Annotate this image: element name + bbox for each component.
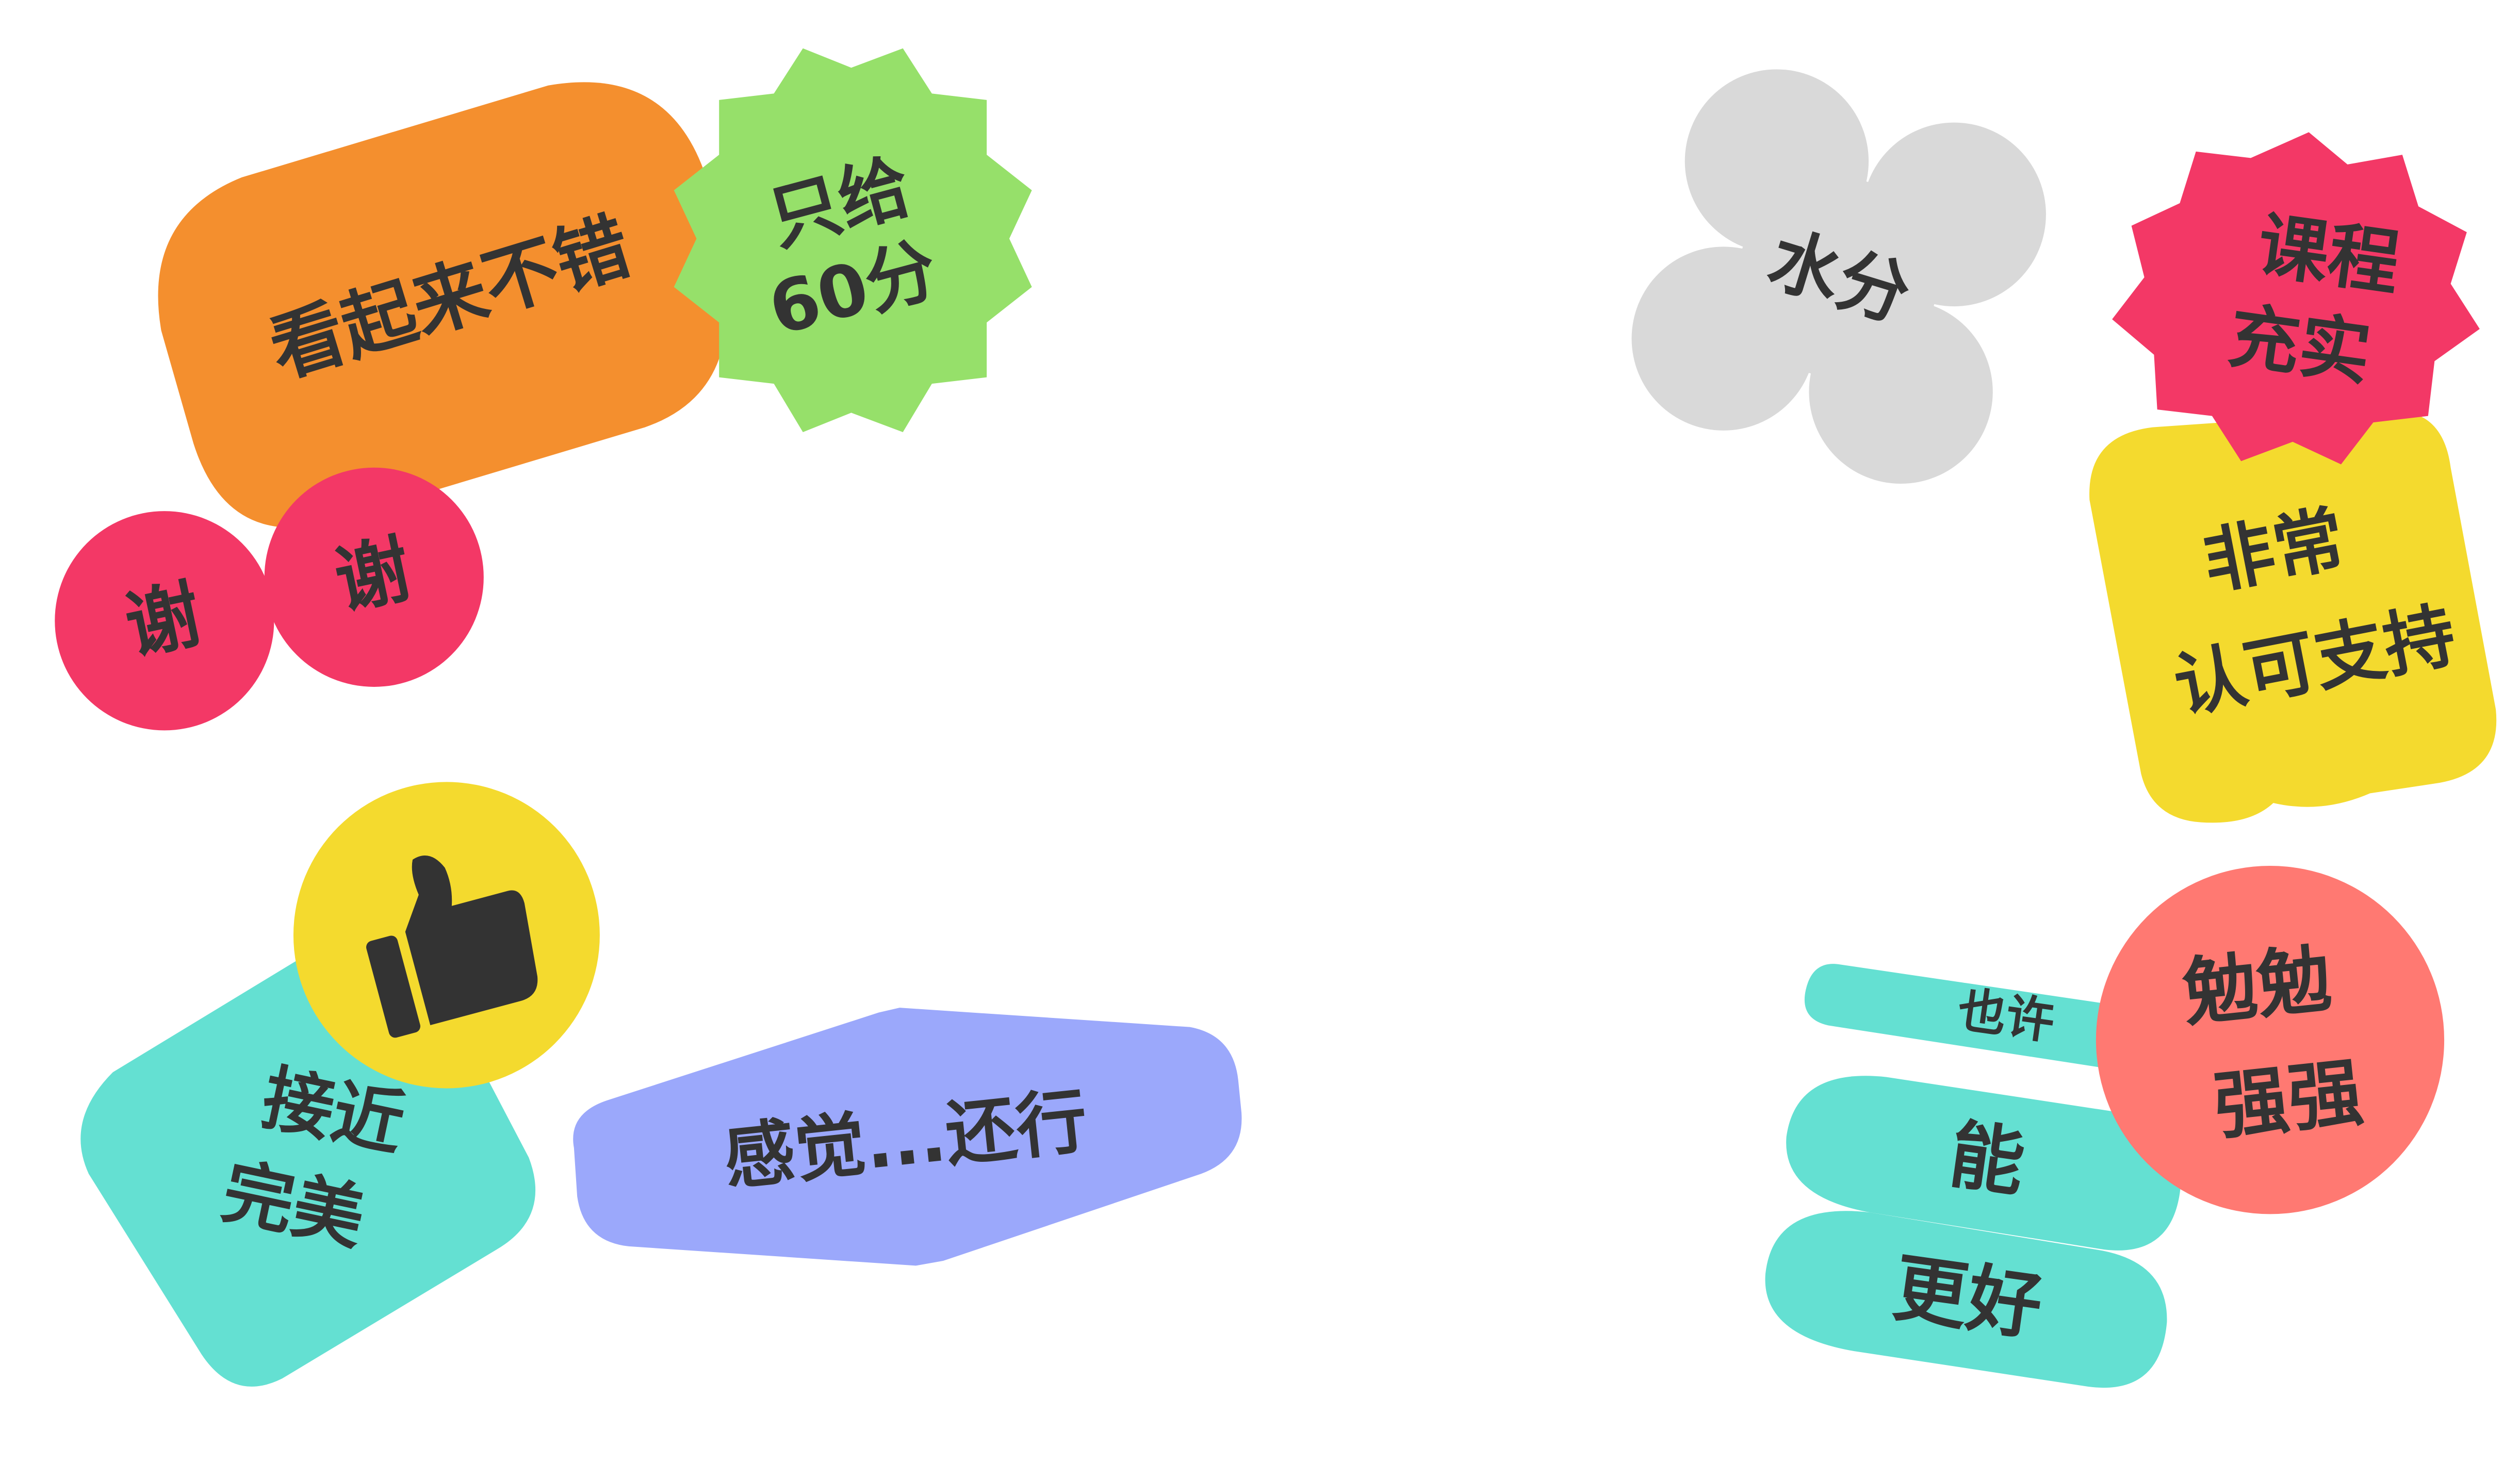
thumbs-up-icon [366,856,538,1038]
sticker-thanks-circle-right [264,467,484,687]
sticker-better-label: 更好 [1888,1245,2047,1351]
sticker-can-pill [1786,1076,2181,1251]
sticker-watery-center [1738,177,1938,377]
sticker-looks-good-shape [158,82,727,528]
sticker-watery: 水分 [1631,69,2046,484]
sticker-course-rich: 课程 充实 [2112,132,2480,465]
sticker-maybe-pill [1804,964,2171,1073]
sticker-thumbs-up [293,782,600,1089]
sticker-barely-line2: 强强 [2210,1049,2366,1150]
sticker-can-label: 能 [1944,1111,2030,1207]
sticker-barely-line1: 勉勉 [2179,935,2335,1037]
sticker-course-rich-shape [2112,132,2480,465]
sticker-barely-circle [2096,866,2445,1214]
sticker-barely: 勉勉 强强 [2096,866,2445,1214]
sticker-approve: 非常 认可支持 [2089,410,2497,823]
sticker-thanks-circle-left [55,511,274,731]
sticker-better-pill [1765,1211,2167,1388]
sticker-feels-ok: 感觉...还行 [573,1008,1242,1266]
sticker-thanks-label-right: 谢 [328,525,418,625]
sticker-approve-shape [2089,410,2497,823]
sticker-maybe-label: 也许 [1954,981,2058,1050]
sticker-course-rich-line2: 充实 [2223,294,2376,396]
sticker-thanks-label-left: 谢 [118,571,208,670]
sticker-looks-good: 看起来不错 [158,82,727,528]
sticker-feels-ok-shape [573,1008,1242,1266]
sticker-thanks: 谢 谢 [55,467,484,731]
sticker-only-60-shape [674,48,1032,432]
sticker-only-60: 只给 60分 [674,48,1032,432]
sticker-course-rich-line1: 课程 [2253,204,2405,306]
sticker-maybe-better: 也许 能 更好 [1765,964,2181,1388]
